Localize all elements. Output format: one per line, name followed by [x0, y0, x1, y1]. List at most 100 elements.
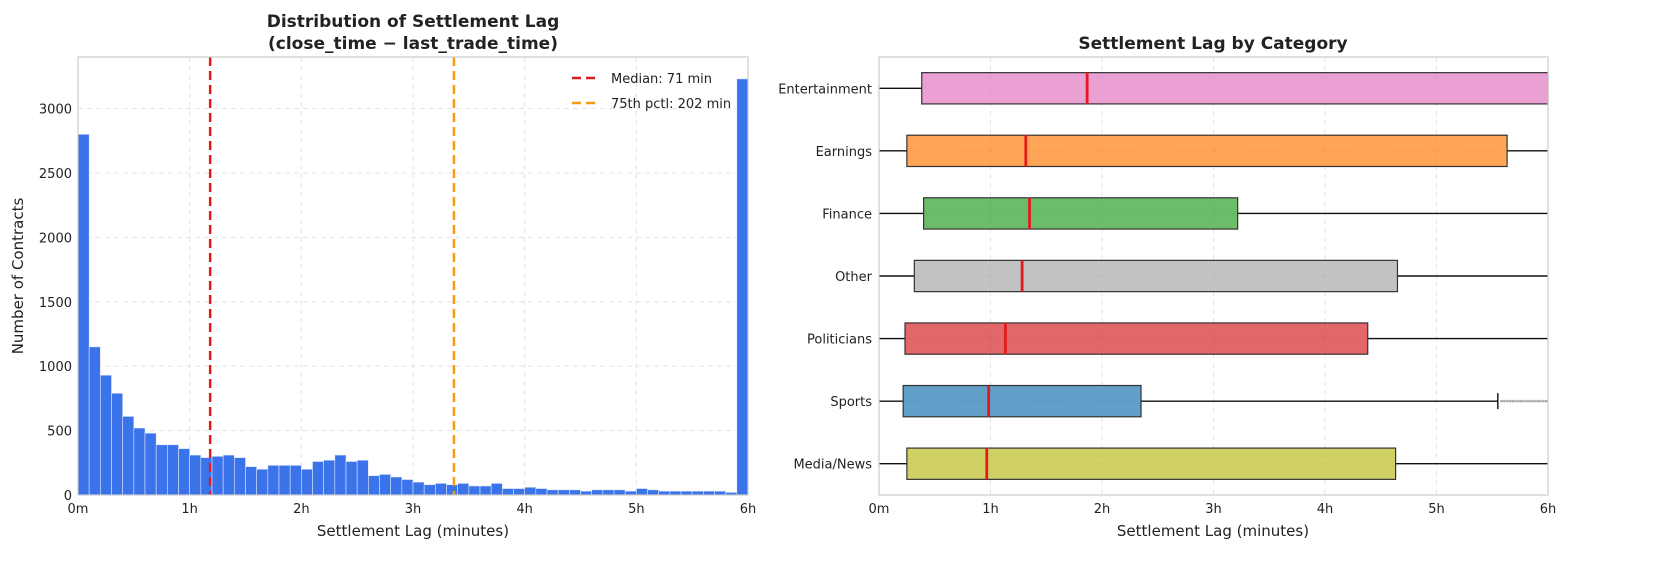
histogram-bar [435, 483, 447, 496]
box-media-news [906, 447, 1397, 480]
histogram-bar [401, 479, 414, 496]
flier-point [1508, 399, 1512, 403]
box-entertainment [921, 72, 1549, 105]
histogram-bar [647, 489, 659, 496]
histogram-bar [234, 457, 246, 496]
box-finance [922, 197, 1239, 230]
y-tick-label: 0 [64, 489, 72, 504]
hist-xlabel: Settlement Lag (minutes) [317, 522, 509, 540]
y-tick-label: 1500 [39, 296, 72, 311]
flier-point [1539, 399, 1542, 403]
flier-point [1528, 399, 1531, 403]
x-tick-label: 6h [740, 502, 757, 517]
histogram-chart: Distribution of Settlement Lag (close_ti… [9, 12, 756, 540]
histogram-bar [133, 427, 146, 496]
hist-ylabel: Number of Contracts [9, 198, 27, 355]
flier-point [1500, 399, 1503, 403]
histogram-bar [513, 488, 525, 496]
histogram-bar [100, 374, 112, 496]
histogram-bar [278, 465, 291, 496]
axes-frame [878, 56, 1549, 496]
y-tick-label: 500 [47, 425, 72, 440]
histogram-bar [636, 488, 648, 496]
x-tick-label: 5h [628, 502, 645, 517]
flier-point [1502, 399, 1506, 403]
flier-point [1514, 399, 1517, 403]
x-tick-label: 2h [1094, 502, 1111, 517]
histogram-bar [457, 483, 470, 496]
y-tick-label: 3000 [39, 103, 72, 118]
histogram-bar [423, 484, 436, 496]
x-tick-label: 5h [1428, 502, 1445, 517]
histogram-bar [379, 474, 391, 496]
y-tick-label: 2500 [39, 167, 72, 182]
histogram-bar [211, 456, 224, 496]
box-title: Settlement Lag by Category [1078, 34, 1347, 54]
boxplot-chart: Settlement Lag by Category Settlement La… [778, 34, 1556, 540]
histogram-bar [390, 476, 403, 496]
flier-point [1530, 399, 1534, 403]
histogram-bar [535, 488, 548, 496]
legend-label: 75th pctl: 202 min [611, 97, 731, 112]
histogram-bar [356, 459, 369, 496]
x-tick-label: 6h [1540, 502, 1557, 517]
category-label: Media/News [793, 458, 872, 473]
histogram-bar [591, 489, 604, 496]
flier-point [1522, 399, 1526, 403]
histogram-bar [334, 454, 347, 496]
x-tick-label: 4h [516, 502, 533, 517]
histogram-bar [502, 488, 514, 496]
histogram-bar [368, 475, 380, 496]
category-label: Politicians [807, 333, 872, 348]
histogram-bar [569, 489, 581, 496]
flier-point [1525, 399, 1529, 403]
flier-point [1511, 399, 1515, 403]
histogram-bar [167, 444, 179, 496]
histogram-bar [155, 444, 168, 496]
x-tick-label: 0m [68, 502, 89, 517]
flier-point [1533, 399, 1537, 403]
x-tick-label: 4h [1317, 502, 1334, 517]
x-tick-label: 1h [181, 502, 198, 517]
histogram-bar [524, 486, 537, 496]
histogram-bar [122, 416, 135, 496]
x-tick-label: 2h [293, 502, 310, 517]
flier-point [1544, 399, 1548, 403]
flier-point [1536, 399, 1540, 403]
flier-point [1541, 399, 1545, 403]
y-tick-label: 2000 [39, 231, 72, 246]
axes-frame [77, 56, 749, 496]
histogram-bar [546, 489, 559, 496]
histogram-bar [178, 448, 190, 496]
x-tick-label: 0m [869, 502, 890, 517]
box-other [913, 259, 1399, 293]
histogram-bar [736, 78, 749, 496]
histogram-bar [267, 465, 280, 496]
histogram-bar [289, 465, 302, 496]
histogram-bar [345, 461, 358, 496]
histogram-bar [77, 133, 90, 496]
histogram-bar [189, 454, 202, 496]
box-sports [902, 384, 1142, 418]
histogram-bar [479, 485, 492, 496]
box-earnings [906, 134, 1508, 168]
x-tick-label: 3h [1205, 502, 1222, 517]
legend-label: Median: 71 min [611, 72, 712, 87]
histogram-bar [312, 461, 324, 496]
hist-title-line1: Distribution of Settlement Lag [267, 12, 560, 32]
x-tick-label: 3h [405, 502, 422, 517]
histogram-bar [490, 483, 503, 496]
histogram-bar [446, 484, 458, 496]
histogram-bar [222, 454, 235, 496]
histogram-bar [557, 489, 570, 496]
histogram-bar [245, 466, 257, 496]
box-politicians [904, 322, 1369, 355]
histogram-bar [256, 468, 269, 496]
flier-point [1505, 399, 1509, 403]
histogram-bar [412, 481, 425, 496]
category-label: Other [835, 270, 873, 285]
box-xlabel: Settlement Lag (minutes) [1117, 522, 1309, 540]
category-label: Entertainment [778, 82, 872, 97]
x-tick-label: 1h [982, 502, 999, 517]
